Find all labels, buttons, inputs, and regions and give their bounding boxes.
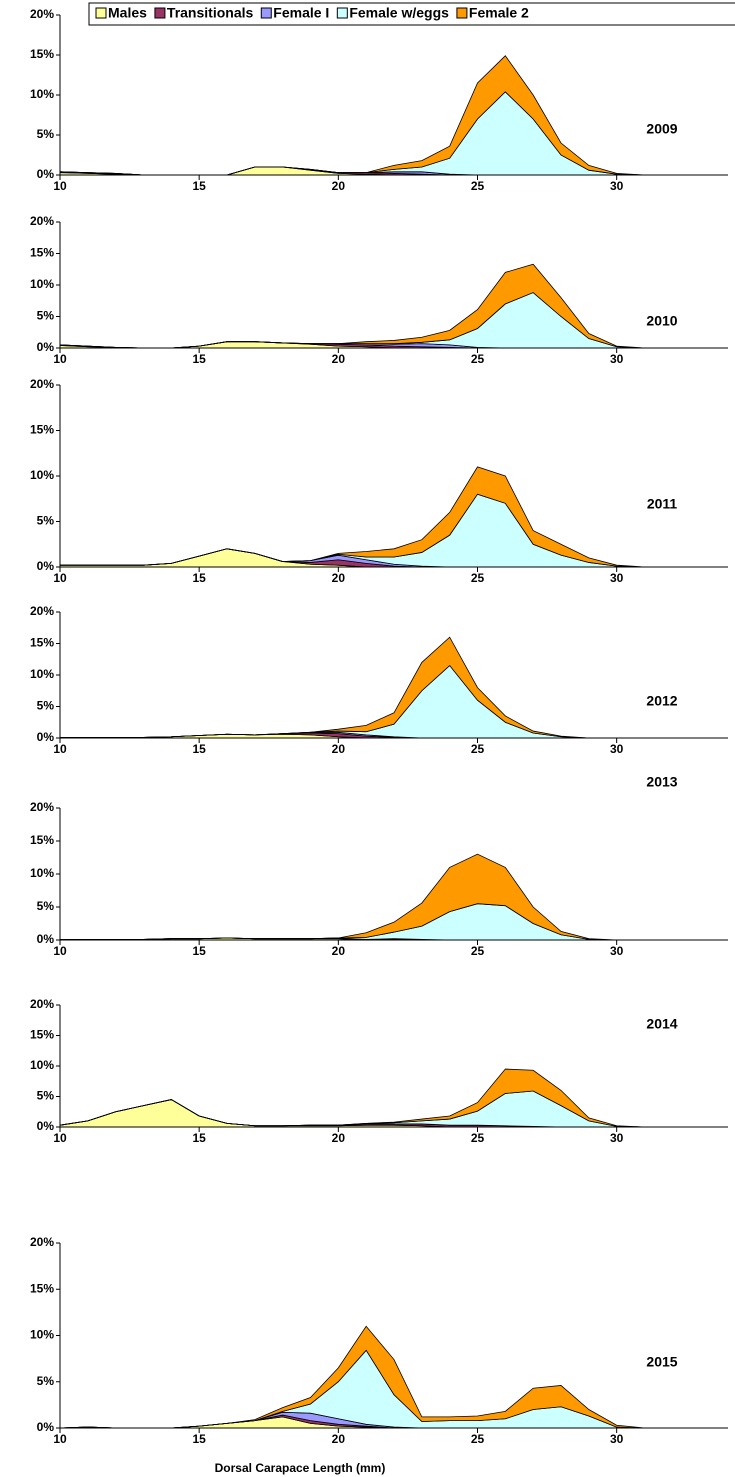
- x-tick-label: 15: [192, 1432, 206, 1446]
- y-tick-label: 5%: [37, 1374, 55, 1388]
- y-tick-label: 0%: [37, 1420, 55, 1434]
- year-label: 2015: [646, 1354, 677, 1370]
- x-tick-label: 15: [192, 179, 206, 193]
- legend-label: Female I: [273, 5, 329, 21]
- legend-label: Transitionals: [167, 5, 254, 21]
- legend-swatch: [456, 7, 468, 19]
- x-tick-label: 25: [471, 944, 485, 958]
- year-label: 2012: [646, 693, 677, 709]
- y-tick-label: 15%: [30, 636, 54, 650]
- legend-swatch: [260, 7, 272, 19]
- y-tick-label: 10%: [30, 866, 54, 880]
- y-tick-label: 15%: [30, 1028, 54, 1042]
- x-tick-label: 15: [192, 742, 206, 756]
- year-label: 2013: [646, 774, 677, 790]
- y-tick-label: 20%: [30, 604, 54, 618]
- x-tick-label: 10: [53, 352, 67, 366]
- y-tick-label: 5%: [37, 1089, 55, 1103]
- y-tick-label: 5%: [37, 127, 55, 141]
- x-tick-label: 10: [53, 742, 67, 756]
- y-tick-label: 0%: [37, 559, 55, 573]
- x-tick-label: 10: [53, 1131, 67, 1145]
- legend-label: Female 2: [469, 5, 529, 21]
- year-label: 2014: [646, 1016, 677, 1032]
- y-tick-label: 10%: [30, 667, 54, 681]
- x-tick-label: 25: [471, 1131, 485, 1145]
- y-tick-label: 20%: [30, 1235, 54, 1249]
- legend-swatch: [95, 7, 107, 19]
- area-segment: [59, 91, 645, 176]
- x-tick-label: 10: [53, 179, 67, 193]
- area-segment: [60, 853, 645, 941]
- year-label: 2010: [646, 313, 677, 329]
- y-tick-label: 0%: [37, 1119, 55, 1133]
- x-tick-label: 20: [332, 571, 346, 585]
- x-tick-label: 10: [53, 944, 67, 958]
- y-tick-label: 20%: [30, 377, 54, 391]
- x-tick-label: 25: [471, 571, 485, 585]
- y-tick-label: 5%: [37, 309, 55, 323]
- x-tick-label: 25: [471, 1432, 485, 1446]
- x-tick-label: 20: [332, 352, 346, 366]
- x-tick-label: 10: [53, 1432, 67, 1446]
- legend-swatch: [154, 7, 166, 19]
- y-tick-label: 15%: [30, 47, 54, 61]
- x-tick-label: 30: [610, 352, 624, 366]
- x-tick-label: 30: [610, 571, 624, 585]
- legend-swatch: [336, 7, 348, 19]
- legend-label: Female w/eggs: [349, 5, 449, 21]
- x-tick-label: 20: [332, 742, 346, 756]
- legend-box: [88, 2, 735, 26]
- area-segment: [60, 903, 645, 941]
- x-tick-label: 10: [53, 571, 67, 585]
- y-tick-label: 0%: [37, 167, 55, 181]
- y-tick-label: 20%: [30, 997, 54, 1011]
- x-tick-label: 20: [332, 179, 346, 193]
- x-tick-label: 15: [192, 944, 206, 958]
- y-tick-label: 20%: [30, 214, 54, 228]
- y-tick-label: 5%: [37, 514, 55, 528]
- y-tick-label: 15%: [30, 246, 54, 260]
- x-tick-label: 20: [332, 944, 346, 958]
- y-tick-label: 15%: [30, 423, 54, 437]
- y-tick-label: 20%: [30, 800, 54, 814]
- y-tick-label: 10%: [30, 1328, 54, 1342]
- x-tick-label: 30: [610, 742, 624, 756]
- x-tick-label: 30: [610, 1432, 624, 1446]
- x-tick-label: 20: [332, 1131, 346, 1145]
- year-label: 2009: [646, 121, 677, 137]
- x-tick-label: 15: [192, 1131, 206, 1145]
- x-tick-label: 30: [610, 944, 624, 958]
- x-tick-label: 25: [471, 742, 485, 756]
- y-tick-label: 0%: [37, 340, 55, 354]
- year-label: 2011: [647, 496, 678, 512]
- y-tick-label: 15%: [30, 1281, 54, 1295]
- y-tick-label: 5%: [37, 699, 55, 713]
- area-segment: [60, 636, 645, 739]
- x-tick-label: 20: [332, 1432, 346, 1446]
- area-segment: [60, 466, 645, 568]
- x-axis-label: Dorsal Carapace Length (mm): [215, 1461, 386, 1475]
- y-tick-label: 15%: [30, 833, 54, 847]
- y-tick-label: 10%: [30, 468, 54, 482]
- x-tick-label: 30: [610, 1131, 624, 1145]
- y-tick-label: 0%: [37, 932, 55, 946]
- y-tick-label: 10%: [30, 1058, 54, 1072]
- y-tick-label: 20%: [30, 7, 54, 21]
- x-tick-label: 25: [471, 179, 485, 193]
- y-tick-label: 10%: [30, 87, 54, 101]
- x-tick-label: 25: [471, 352, 485, 366]
- x-tick-label: 15: [192, 352, 206, 366]
- y-tick-label: 5%: [37, 899, 55, 913]
- legend-label: Males: [108, 5, 147, 21]
- x-tick-label: 15: [192, 571, 206, 585]
- area-segment: [60, 493, 645, 568]
- y-tick-label: 0%: [37, 730, 55, 744]
- y-tick-label: 10%: [30, 277, 54, 291]
- x-tick-label: 30: [610, 179, 624, 193]
